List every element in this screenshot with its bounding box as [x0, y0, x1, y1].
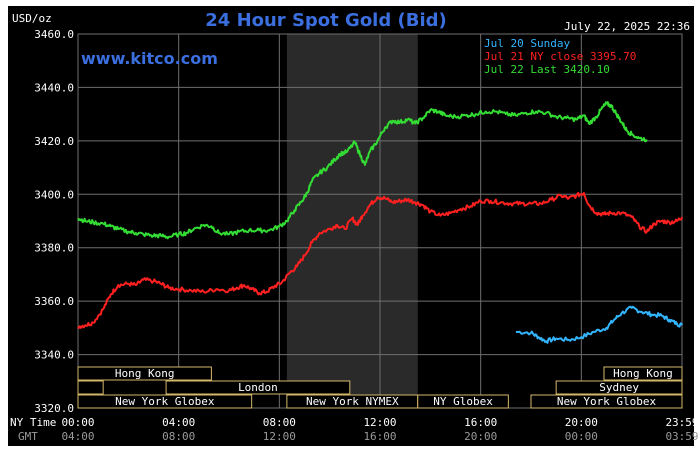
market-session-label: New York Globex	[557, 395, 657, 408]
y-tick-label: 3460.0	[34, 28, 74, 41]
legend-item-jul20: Jul 20 Sunday	[484, 37, 570, 50]
y-tick-label: 3400.0	[34, 188, 74, 201]
chart-title: 24 Hour Spot Gold (Bid)	[205, 10, 446, 31]
market-session: New York NYMEX	[286, 394, 419, 409]
x-tick-gmt: 00:00	[565, 430, 598, 443]
market-session-label: Sydney	[599, 381, 639, 394]
x-tick-ny: 20:00	[565, 416, 598, 429]
x-tick-ny: 16:00	[464, 416, 497, 429]
market-session-bar	[77, 366, 212, 381]
y-tick-label: 3360.0	[34, 295, 74, 308]
unit-label: USD/oz	[12, 12, 52, 25]
x-tick-gmt: 16:00	[363, 430, 396, 443]
market-session: NY Globex	[417, 394, 509, 409]
x-tick-gmt: 20:00	[464, 430, 497, 443]
market-session-label: New York Globex	[115, 395, 215, 408]
market-session-bar	[603, 366, 683, 381]
x-tick-ny: 08:00	[263, 416, 296, 429]
market-session-bar	[555, 380, 683, 395]
market-session: Sydney	[555, 380, 683, 395]
x-tick-gmt: 03:59	[665, 430, 698, 443]
market-session-label: Hong Kong	[613, 367, 673, 380]
ny-time-label: NY Time	[10, 416, 56, 429]
timestamp: July 22, 2025 22:36	[564, 20, 690, 33]
x-tick-gmt: 04:00	[61, 430, 94, 443]
market-session-bar	[530, 394, 683, 409]
market-session-label: New York NYMEX	[306, 395, 399, 408]
y-tick-label: 3420.0	[34, 135, 74, 148]
market-session-bar	[417, 394, 509, 409]
x-tick-ny: 00:00	[61, 416, 94, 429]
legend: Jul 20 Sunday Jul 21 NY close 3395.70 Ju…	[484, 37, 636, 76]
legend-item-jul21: Jul 21 NY close 3395.70	[484, 50, 636, 63]
market-session: New York Globex	[77, 394, 253, 409]
market-session	[77, 380, 104, 395]
x-tick-ny: 04:00	[162, 416, 195, 429]
market-session-label: Hong Kong	[115, 367, 175, 380]
market-session-label: London	[238, 381, 278, 394]
x-tick-gmt: 08:00	[162, 430, 195, 443]
y-tick-label: 3320.0	[34, 402, 74, 415]
market-session-bar	[77, 380, 104, 395]
y-tick-label: 3380.0	[34, 242, 74, 255]
market-session: New York Globex	[530, 394, 683, 409]
market-session-label: NY Globex	[433, 395, 493, 408]
market-session: Hong Kong	[603, 366, 683, 381]
series-line	[77, 101, 648, 240]
y-tick-label: 3440.0	[34, 81, 74, 94]
market-sessions: Hong Kong London New York Globex New York N…	[77, 366, 683, 409]
gmt-label: GMT	[18, 430, 38, 443]
series-line	[515, 305, 683, 344]
market-session-bar	[77, 394, 253, 409]
x-tick-ny: 12:00	[363, 416, 396, 429]
axis-labels: 3460.0 3440.0 3420.0 3400.0 3380.0 3360.0 3340…	[34, 28, 698, 443]
y-tick-label: 3340.0	[34, 349, 74, 362]
shaded-session-band	[286, 34, 418, 408]
legend-item-jul22: Jul 22 Last 3420.10	[484, 63, 610, 76]
market-session-bar	[165, 380, 351, 395]
watermark: www.kitco.com	[81, 49, 218, 68]
market-session: Hong Kong	[77, 366, 212, 381]
price-series	[77, 101, 683, 344]
x-tick-gmt: 12:00	[263, 430, 296, 443]
series-line	[77, 191, 683, 329]
x-tick-ny: 23:59	[665, 416, 698, 429]
market-session: London	[165, 380, 351, 395]
